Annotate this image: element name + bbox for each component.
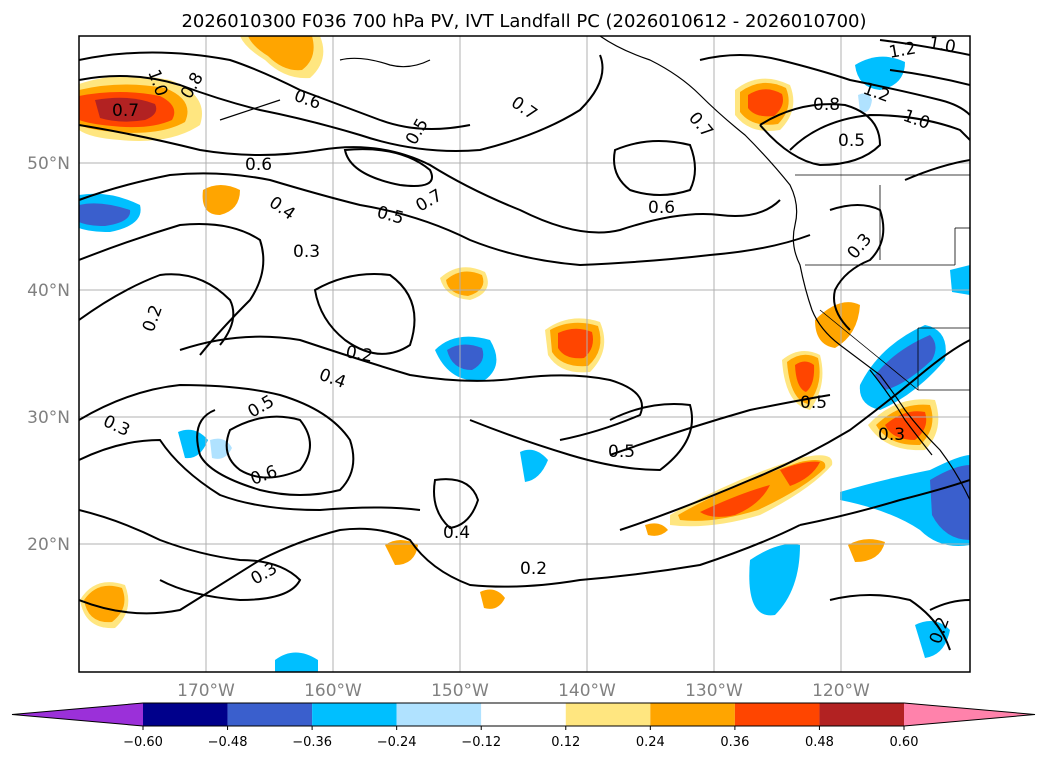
lat-label: 30°N [27,408,70,428]
colorbar-tick-label: −0.60 [123,735,163,750]
lon-label: 160°W [304,681,362,701]
pv-contours [79,39,970,651]
positive-anomaly [795,361,815,392]
positive-anomaly [84,585,125,623]
positive-anomaly [848,539,885,562]
colorbar-tick-label: 0.60 [890,735,919,750]
contour-label: 0.7 [112,101,139,121]
negative-anomaly [950,265,970,295]
colorbar: −0.60 −0.48 −0.36 −0.24 −0.12 0.12 0.24 0.36 0.4… [11,702,1036,750]
contour-label: 0.3 [878,425,905,445]
contour-label: 0.5 [838,131,865,151]
positive-anomaly [748,89,783,117]
colorbar-extend-low [12,703,143,726]
colorbar-segment [481,703,566,726]
colorbar-segment [143,703,228,726]
positive-anomaly [885,411,927,440]
negative-anomaly [855,56,905,90]
colorbar-tick-label: 0.12 [551,735,580,750]
colorbar-segment [734,703,820,726]
colorbar-extend-high [904,703,1035,726]
lon-label: 150°W [431,681,489,701]
ivt-shading [79,36,970,672]
colorbar-segment [396,703,482,726]
colorbar-tick-label: 0.24 [636,735,665,750]
positive-anomaly [385,540,418,565]
contour-label: 0.5 [608,442,635,462]
positive-anomaly [202,185,240,215]
lat-label: 40°N [27,281,70,301]
colorbar-tick-label: 0.48 [805,735,834,750]
coastlines [219,36,970,501]
negative-anomaly [520,449,548,482]
latitude-axis: 50°N 40°N 30°N 20°N [27,154,70,555]
colorbar-segment [819,703,904,726]
lat-label: 20°N [27,535,70,555]
positive-anomaly [815,302,860,348]
negative-anomaly [79,203,131,226]
colorbar-tick-label: 0.36 [720,735,749,750]
colorbar-segment [565,703,651,726]
colorbar-segment [312,703,397,726]
negative-anomaly [178,429,208,459]
negative-anomaly [447,344,484,370]
negative-anomaly [275,652,318,672]
figure-title: 2026010300 F036 700 hPa PV, IVT Landfall… [181,11,866,32]
contour-label: 0.3 [293,242,320,262]
contour-label: 0.8 [813,95,840,115]
negative-anomaly [749,544,800,616]
colorbar-tick-label: −0.36 [292,735,332,750]
lon-label: 170°W [177,681,235,701]
map-gridlines [79,36,970,672]
positive-anomaly [248,36,314,71]
negative-anomaly [858,93,872,113]
map-panel[interactable]: 1.0 0.7 0.8 0.6 0.5 0.7 0.6 0.4 0.5 0.7 … [78,33,971,673]
positive-anomaly [95,97,157,122]
contour-label: 0.5 [800,393,827,413]
longitude-axis: 170°W 160°W 150°W 140°W 130°W 120°W [177,681,870,701]
positive-anomaly [645,523,668,536]
lon-label: 120°W [812,681,870,701]
lat-label: 50°N [27,154,70,174]
positive-anomaly [780,461,820,486]
positive-anomaly [480,589,505,609]
colorbar-tick-label: −0.24 [377,735,417,750]
contour-label: 0.2 [344,342,374,366]
colorbar-segment [227,703,313,726]
negative-anomaly [875,335,936,390]
map-frame [78,35,971,673]
contour-label: 0.6 [648,198,675,218]
colorbar-tick-label: −0.48 [208,735,248,750]
contour-label: 1.0 [927,33,957,57]
contour-label: 0.2 [520,559,547,579]
contour-label: 0.4 [443,523,470,543]
lon-label: 130°W [685,681,743,701]
colorbar-tick-label: −0.12 [461,735,501,750]
contour-label: 1.2 [887,39,917,63]
lon-label: 140°W [558,681,616,701]
positive-anomaly [700,485,770,517]
colorbar-segment [650,703,735,726]
positive-anomaly [558,328,593,359]
contour-label: 0.6 [245,155,272,175]
